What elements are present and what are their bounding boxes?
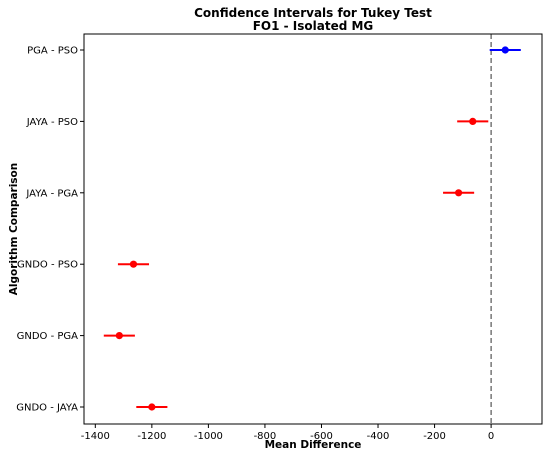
- x-tick-label-5: -400: [367, 431, 390, 442]
- y-axis-label: Algorithm Comparison: [8, 163, 20, 296]
- plot-frame: [83, 33, 543, 425]
- chart-title: Confidence Intervals for Tukey Test: [194, 6, 432, 20]
- y-tick-label-1: JAYA - PSO: [26, 117, 78, 128]
- x-tick-label-1: -1200: [137, 431, 166, 442]
- x-tick-label-7: 0: [488, 431, 494, 442]
- y-tick-label-4: GNDO - PGA: [17, 331, 79, 342]
- mean-point-2: [454, 189, 463, 197]
- x-tick-label-6: -200: [423, 431, 446, 442]
- mean-point-3: [129, 260, 138, 268]
- chart-subtitle: FO1 - Isolated MG: [253, 19, 374, 33]
- mean-point-1: [469, 117, 477, 125]
- mean-point-5: [148, 403, 156, 411]
- x-tick-label-0: -1400: [81, 431, 110, 442]
- y-tick-label-0: PGA - PSO: [27, 46, 78, 57]
- mean-point-0: [501, 46, 509, 54]
- y-tick-label-3: GNDO - PSO: [17, 260, 78, 271]
- x-tick-label-2: -1000: [194, 431, 223, 442]
- x-axis-label: Mean Difference: [265, 439, 362, 451]
- y-tick-label-5: GNDO - JAYA: [16, 403, 78, 414]
- y-tick-label-2: JAYA - PGA: [25, 188, 78, 199]
- x-tick-label-4: -600: [310, 431, 333, 442]
- x-tick-label-3: -800: [254, 431, 277, 442]
- mean-point-4: [115, 332, 123, 340]
- plot-area: PGA - PSO JAYA - PSO JAYA - PGA GNDO - PSO G…: [16, 33, 543, 442]
